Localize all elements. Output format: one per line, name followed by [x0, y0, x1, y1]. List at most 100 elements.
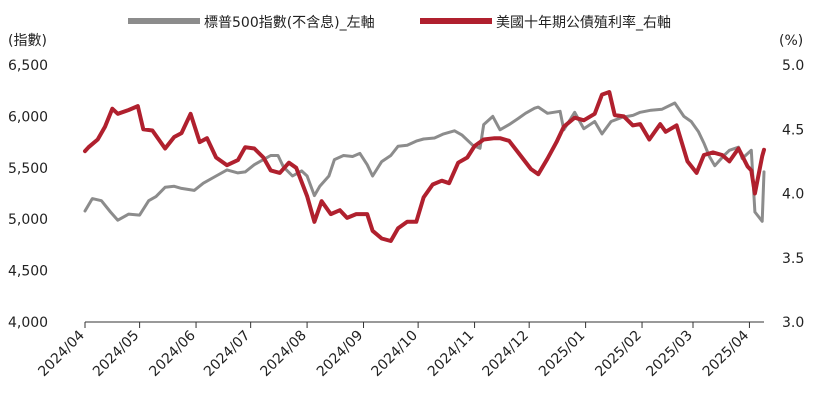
treasury-point-2024-04-25: [127, 109, 130, 111]
sp500-point-2024-11-15: [499, 128, 501, 131]
sp500-point-2024-06-05: [202, 182, 205, 185]
sp500-point-2025-04-04: [753, 211, 756, 213]
sp500-point-2024-09-11: [380, 160, 383, 163]
x-tick-label: 2024/09: [314, 328, 366, 380]
treasury-point-2024-08-14: [329, 213, 332, 216]
sp500-point-2024-10-25: [460, 133, 463, 136]
x-axis: 2024/04 2024/05 2024/06 2024/07 2024/08 2024/…: [35, 321, 764, 380]
legend-label-sp500: 標普500指數(不含息)_左軸: [204, 14, 375, 31]
x-tick-label: 2024/05: [90, 328, 142, 380]
x-tick-label: 2025/03: [643, 328, 695, 380]
sp500-point-2024-04-05: [91, 197, 94, 200]
treasury-point-2024-06-28: [244, 146, 247, 149]
left-tick-label: 4,500: [8, 264, 48, 280]
treasury-point-2025-03-21: [728, 160, 731, 163]
legend: 標普500指數(不含息)_左軸 美國十年期公債殖利率_右軸: [128, 14, 671, 31]
sp500-point-2024-05-24: [180, 187, 183, 190]
sp500-point-2024-12-06: [537, 106, 540, 109]
sp500-point-2025-03-13: [713, 164, 716, 167]
treasury-point-2024-06-24: [236, 159, 239, 162]
sp500-point-2024-12-26: [573, 111, 576, 114]
treasury-point-2024-04-01: [84, 150, 86, 153]
sp500-point-2024-04-19: [116, 219, 119, 222]
treasury-point-2025-04-09: [763, 148, 765, 151]
treasury-point-2024-09-06: [371, 229, 374, 232]
treasury-point-2024-10-28: [466, 156, 469, 159]
sp500-point-2024-04-25: [127, 213, 130, 216]
x-tick-label: 2024/04: [35, 327, 88, 380]
sp500-point-2024-07-16: [277, 154, 279, 157]
sp500-point-2024-10-21: [453, 129, 456, 132]
sp500-point-2024-09-03: [366, 163, 369, 166]
treasury-point-2024-08-09: [320, 200, 323, 203]
treasury-point-2025-03-12: [712, 151, 714, 154]
treasury-point-2025-01-22: [622, 115, 625, 118]
treasury-point-2024-09-30: [415, 220, 418, 223]
treasury-point-2025-04-04: [753, 192, 756, 195]
treasury-point-2024-12-20: [562, 125, 565, 128]
treasury-point-2024-06-07: [206, 137, 208, 140]
treasury-point-2024-09-16: [389, 240, 392, 242]
treasury-point-2024-05-29: [189, 112, 192, 115]
sp500-point-2025-03-21: [728, 149, 731, 152]
right-tick-label: 4.5: [782, 122, 804, 138]
sp500-point-2024-11-04: [479, 147, 481, 150]
sp500-point-2024-09-20: [397, 145, 400, 148]
legend-label-treasury: 美國十年期公債殖利率_右軸: [496, 14, 671, 31]
treasury-point-2024-04-30: [136, 105, 139, 108]
sp500-point-2025-03-07: [702, 142, 705, 145]
treasury-point-2024-08-01: [306, 195, 309, 198]
right-tick-label: 3.0: [782, 315, 804, 331]
sp500-point-2024-04-10: [100, 199, 103, 202]
treasury-point-2024-11-12: [493, 137, 496, 140]
treasury-point-2024-11-15: [499, 137, 501, 140]
sp500-point-2025-04-02: [750, 149, 753, 152]
treasury-point-2025-02-14: [664, 130, 667, 133]
treasury-point-2024-08-19: [338, 209, 341, 212]
sp500-point-2024-11-25: [517, 117, 520, 120]
treasury-point-2025-03-03: [695, 171, 698, 174]
treasury-point-2025-01-14: [608, 91, 611, 93]
sp500-point-2024-08-26: [351, 155, 354, 158]
sp500-point-2024-06-24: [236, 171, 239, 174]
treasury-point-2024-04-08: [96, 138, 99, 141]
sp500-point-2025-02-28: [690, 120, 693, 123]
sp500-point-2025-03-04: [697, 130, 700, 133]
treasury-point-2025-02-11: [659, 123, 662, 126]
sp500-point-2024-11-20: [508, 123, 511, 126]
sp500-point-2024-11-29: [524, 112, 527, 115]
treasury-point-2025-01-06: [593, 112, 596, 115]
treasury-point-2024-05-15: [164, 147, 167, 150]
sp500-point-2024-06-28: [244, 170, 247, 173]
sp500-point-2024-05-31: [193, 189, 196, 192]
x-tick-label: 2024/10: [369, 328, 421, 380]
sp500-point-2024-05-01: [138, 214, 141, 217]
sp500-point-2025-01-10: [601, 132, 603, 135]
treasury-point-2024-10-18: [448, 182, 451, 185]
left-axis-title: (指數): [8, 33, 47, 49]
left-tick-label: 5,000: [8, 212, 48, 228]
treasury-point-2024-04-16: [111, 107, 114, 110]
sp500-point-2024-08-01: [306, 175, 309, 177]
treasury-point-2024-06-12: [215, 156, 218, 159]
treasury-point-2024-09-11: [380, 237, 383, 240]
treasury-point-2025-01-10: [601, 93, 603, 96]
treasury-point-2024-12-02: [530, 168, 532, 171]
sp500-point-2025-04-09: [763, 170, 765, 173]
x-tick-label: 2025/02: [592, 328, 644, 380]
sp500-point-2025-02-12: [661, 108, 664, 111]
legend-swatch-treasury: [420, 18, 492, 24]
treasury-point-2025-04-02: [750, 169, 753, 172]
treasury-point-2024-08-28: [355, 213, 358, 216]
left-axis-ticks: 4,000 4,500 5,000 5,500 6,000 6,500: [8, 58, 48, 331]
treasury-point-2024-12-11: [546, 157, 549, 160]
x-tick-label: 2024/06: [146, 327, 199, 380]
sp500-point-2024-08-08: [318, 185, 321, 188]
left-tick-label: 6,000: [8, 109, 48, 125]
sp500-point-2024-06-12: [215, 175, 218, 177]
sp500-point-2025-03-10: [708, 155, 711, 158]
sp500-point-2025-02-19: [673, 102, 676, 104]
treasury-point-2024-12-26: [573, 116, 576, 119]
sp500-point-2024-10-15: [442, 132, 445, 135]
